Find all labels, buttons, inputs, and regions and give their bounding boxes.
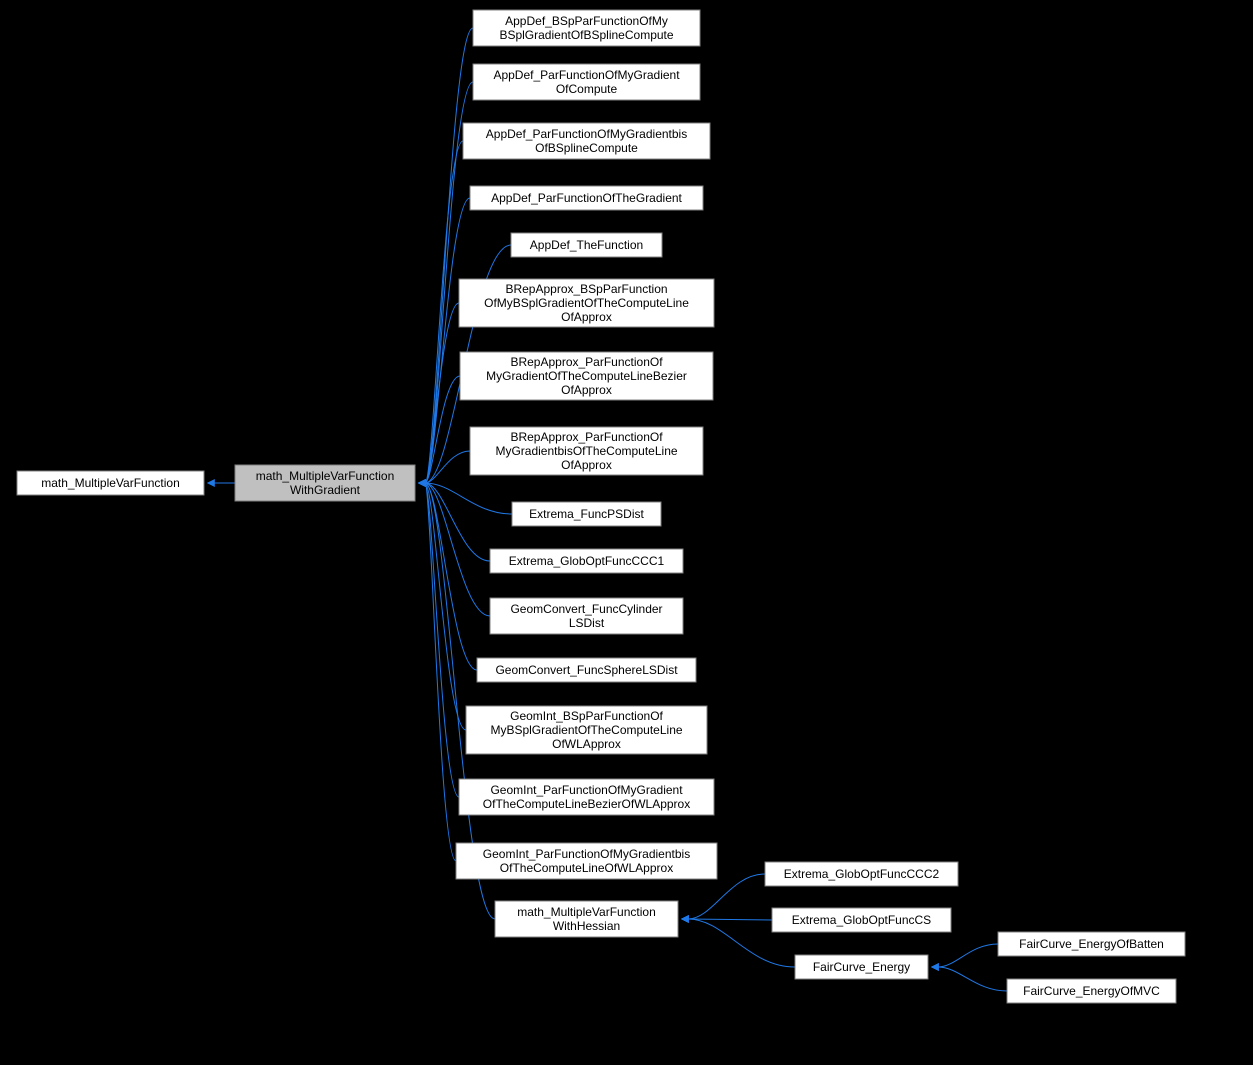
class-node-label: math_MultipleVarFunction [41,476,180,490]
class-node[interactable]: GeomInt_ParFunctionOfMyGradientOfTheComp… [459,779,714,815]
inheritance-edge [688,919,772,920]
inheritance-edge [938,967,1007,991]
class-node-label: Extrema_GlobOptFuncCS [792,913,931,927]
inheritance-edge [425,483,466,730]
class-node-label: GeomInt_BSpParFunctionOf [510,709,663,723]
class-node-label: OfApprox [561,458,612,472]
class-node-label: math_MultipleVarFunction [256,469,395,483]
inheritance-edge [425,483,490,616]
class-node[interactable]: GeomInt_ParFunctionOfMyGradientbisOfTheC… [456,843,717,879]
inheritance-edge [938,944,998,967]
class-node-label: AppDef_ParFunctionOfMyGradient [493,68,680,82]
class-node-label: OfWLApprox [552,737,621,751]
class-node-label: Extrema_GlobOptFuncCCC1 [509,554,665,568]
class-node-label: BRepApprox_BSpParFunction [505,282,667,296]
class-node-label: AppDef_BSpParFunctionOfMy [505,14,668,28]
class-node-label: AppDef_ParFunctionOfMyGradientbis [486,127,687,141]
class-node-label: FairCurve_EnergyOfBatten [1019,937,1164,951]
class-node-label: AppDef_TheFunction [530,238,643,252]
class-node[interactable]: math_MultipleVarFunctionWithGradient [235,465,415,501]
class-node-label: BSplGradientOfBSplineCompute [499,28,673,42]
class-node-label: Extrema_GlobOptFuncCCC2 [784,867,940,881]
class-node[interactable]: BRepApprox_BSpParFunctionOfMyBSplGradien… [459,279,714,327]
class-node-label: math_MultipleVarFunction [517,905,656,919]
class-node-label: FairCurve_EnergyOfMVC [1023,984,1160,998]
class-node-label: GeomInt_ParFunctionOfMyGradientbis [483,847,690,861]
class-node[interactable]: AppDef_TheFunction [511,233,662,257]
class-node-label: Extrema_FuncPSDist [529,507,644,521]
class-node-label: BRepApprox_ParFunctionOf [510,355,663,369]
class-node[interactable]: Extrema_GlobOptFuncCCC2 [765,862,958,886]
class-node[interactable]: AppDef_BSpParFunctionOfMyBSplGradientOfB… [473,10,700,46]
class-node[interactable]: FairCurve_EnergyOfMVC [1007,979,1176,1003]
class-node-label: OfCompute [556,82,618,96]
class-node-label: MyGradientOfTheComputeLineBezier [486,369,687,383]
class-node[interactable]: AppDef_ParFunctionOfMyGradientOfCompute [473,64,700,100]
class-node-label: OfTheComputeLineBezierOfWLApprox [483,797,690,811]
inheritance-edge [425,483,459,797]
class-node[interactable]: math_MultipleVarFunction [17,471,204,495]
class-node-label: LSDist [569,616,605,630]
class-node[interactable]: Extrema_GlobOptFuncCCC1 [490,549,683,573]
class-node-label: OfBSplineCompute [535,141,638,155]
inheritance-edge [425,483,477,670]
class-node-label: GeomInt_ParFunctionOfMyGradient [490,783,683,797]
class-node[interactable]: FairCurve_Energy [795,955,928,979]
class-node-label: OfApprox [561,383,612,397]
class-node[interactable]: BRepApprox_ParFunctionOfMyGradientOfTheC… [460,352,713,400]
class-node[interactable]: GeomInt_BSpParFunctionOfMyBSplGradientOf… [466,706,707,754]
class-node-label: WithGradient [290,483,361,497]
class-node[interactable]: AppDef_ParFunctionOfTheGradient [470,186,703,210]
class-node[interactable]: FairCurve_EnergyOfBatten [998,932,1185,956]
class-node-label: BRepApprox_ParFunctionOf [510,430,663,444]
class-node-label: MyBSplGradientOfTheComputeLine [490,723,682,737]
class-node[interactable]: math_MultipleVarFunctionWithHessian [495,901,678,937]
class-node[interactable]: Extrema_GlobOptFuncCS [772,908,951,932]
inheritance-edge [425,141,463,483]
class-node-label: OfApprox [561,310,612,324]
class-node-label: OfMyBSplGradientOfTheComputeLine [484,296,689,310]
inheritance-edge [425,483,512,514]
class-node[interactable]: Extrema_FuncPSDist [512,502,661,526]
class-node-label: MyGradientbisOfTheComputeLine [495,444,677,458]
class-node[interactable]: GeomConvert_FuncSphereLSDist [477,658,696,682]
class-node[interactable]: BRepApprox_ParFunctionOfMyGradientbisOfT… [470,427,703,475]
class-node-label: GeomConvert_FuncCylinder [510,602,662,616]
class-node[interactable]: GeomConvert_FuncCylinderLSDist [490,598,683,634]
class-node[interactable]: AppDef_ParFunctionOfMyGradientbisOfBSpli… [463,123,710,159]
inheritance-edge [688,874,765,919]
class-node-label: GeomConvert_FuncSphereLSDist [495,663,678,677]
inheritance-diagram: math_MultipleVarFunctionmath_MultipleVar… [0,0,1253,1065]
class-node-label: FairCurve_Energy [813,960,910,974]
class-node-label: AppDef_ParFunctionOfTheGradient [491,191,682,205]
class-node-label: OfTheComputeLineOfWLApprox [500,861,673,875]
nodes-layer: math_MultipleVarFunctionmath_MultipleVar… [17,10,1185,1003]
class-node-label: WithHessian [553,919,620,933]
